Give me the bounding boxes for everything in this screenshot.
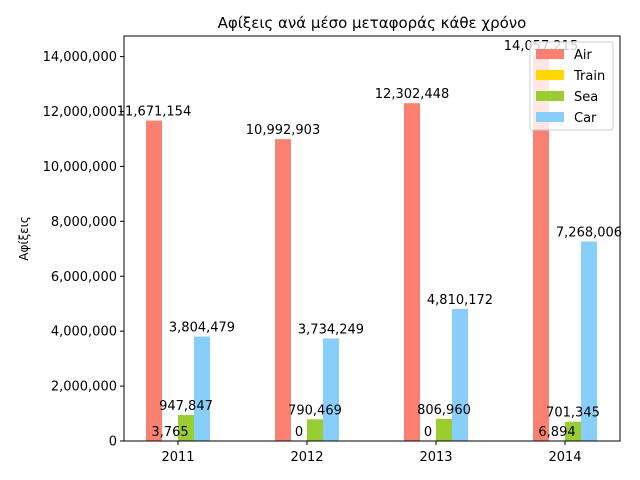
y-tick-label: 2,000,000 bbox=[51, 380, 117, 395]
data-label-air-2012: 10,992,903 bbox=[246, 123, 320, 138]
data-labels-layer: 11,671,15410,992,90312,302,44814,057,215… bbox=[117, 39, 622, 440]
data-label-train-2013: 0 bbox=[424, 425, 432, 440]
data-label-sea-2012: 790,469 bbox=[288, 403, 342, 418]
axes-layer: 0 2,000,000 4,000,000 6,000,000 8,000,000 10,… bbox=[43, 50, 582, 465]
bar-sea-2011 bbox=[178, 414, 194, 441]
bar-car-2011 bbox=[194, 336, 210, 441]
y-tick-label: 0 bbox=[109, 435, 117, 450]
x-tick-label: 2011 bbox=[161, 450, 194, 465]
bar-air-2011 bbox=[146, 120, 162, 441]
plot-frame bbox=[123, 35, 621, 442]
x-tick-label: 2012 bbox=[290, 450, 323, 465]
bars-layer bbox=[146, 55, 597, 442]
bar-car-2013 bbox=[452, 308, 468, 441]
y-tick-label: 14,000,000 bbox=[43, 50, 117, 65]
data-label-air-2013: 12,302,448 bbox=[375, 87, 449, 102]
legend-swatch-sea bbox=[536, 91, 564, 101]
y-tick-label: 4,000,000 bbox=[51, 325, 117, 340]
data-label-sea-2014: 701,345 bbox=[546, 406, 600, 421]
legend-swatch-train bbox=[536, 70, 564, 80]
y-tick-label: 10,000,000 bbox=[43, 160, 117, 175]
x-tick-label: 2013 bbox=[419, 450, 452, 465]
legend-box bbox=[529, 41, 614, 131]
data-label-train-2011: 3,765 bbox=[151, 425, 188, 440]
legend-label-car: Car bbox=[574, 111, 597, 126]
legend-label-air: Air bbox=[574, 48, 593, 63]
data-label-train-2014: 6,894 bbox=[538, 425, 575, 440]
y-tick-label: 6,000,000 bbox=[51, 270, 117, 285]
bar-sea-2012 bbox=[307, 419, 323, 441]
chart-title: Αφίξεις ανά μέσο μεταφοράς κάθε χρόνο bbox=[218, 14, 527, 32]
data-label-sea-2013: 806,960 bbox=[417, 403, 471, 418]
data-label-car-2012: 3,734,249 bbox=[298, 322, 364, 337]
legend-swatch-air bbox=[536, 49, 564, 59]
data-label-train-2012: 0 bbox=[295, 425, 303, 440]
data-label-air-2011: 11,671,154 bbox=[117, 105, 191, 120]
y-tick-label: 8,000,000 bbox=[51, 215, 117, 230]
data-label-car-2011: 3,804,479 bbox=[169, 321, 235, 336]
y-axis-label: Αφίξεις bbox=[17, 216, 31, 260]
data-label-car-2014: 7,268,006 bbox=[556, 225, 622, 240]
x-tick-label: 2014 bbox=[548, 450, 581, 465]
bar-car-2012 bbox=[323, 338, 339, 441]
data-label-car-2013: 4,810,172 bbox=[427, 293, 493, 308]
legend-label-sea: Sea bbox=[574, 90, 598, 105]
bar-sea-2013 bbox=[436, 418, 452, 441]
bar-air-2012 bbox=[275, 139, 291, 442]
y-tick-label: 12,000,000 bbox=[43, 105, 117, 120]
bar-sea-2014 bbox=[565, 421, 581, 441]
bar-air-2014 bbox=[533, 55, 549, 442]
legend-items: Air Train Sea Car bbox=[536, 48, 605, 126]
bar-car-2014 bbox=[581, 241, 597, 441]
data-label-sea-2011: 947,847 bbox=[159, 399, 213, 414]
legend-swatch-car bbox=[536, 112, 564, 122]
bar-air-2013 bbox=[404, 103, 420, 441]
legend-label-train: Train bbox=[573, 69, 605, 84]
legend: Air Train Sea Car bbox=[529, 41, 614, 131]
